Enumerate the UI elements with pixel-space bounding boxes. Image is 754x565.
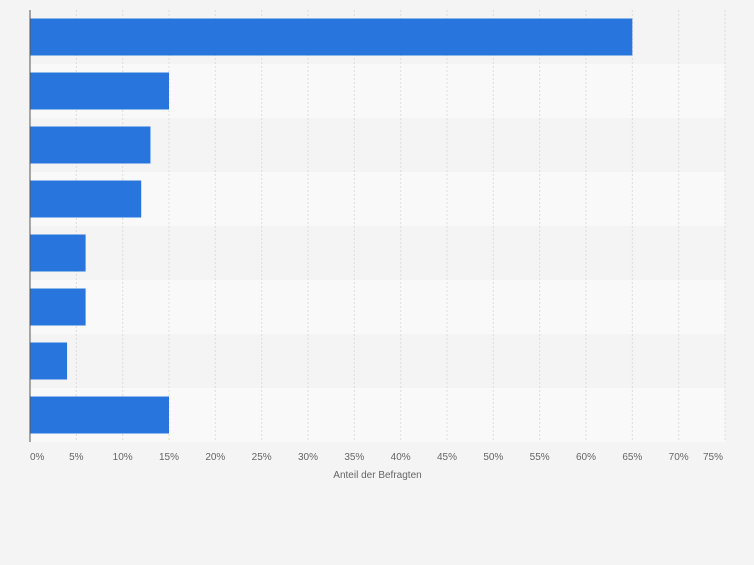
x-tick-label: 45%: [437, 452, 457, 463]
x-tick-label: 55%: [530, 452, 550, 463]
x-tick-label: 35%: [344, 452, 364, 463]
bar[interactable]: [30, 18, 633, 56]
row-band: [30, 280, 725, 334]
bar[interactable]: [30, 180, 142, 218]
x-axis-ticks: 0% 5% 10% 15% 20% 25% 30% 35% 40% 45% 50% 55% 60% 65%…: [30, 452, 723, 463]
x-tick-label: 25%: [252, 452, 272, 463]
x-tick-label: 15%: [159, 452, 179, 463]
bar[interactable]: [30, 288, 86, 326]
x-tick-label: 70%: [669, 452, 689, 463]
bar[interactable]: [30, 72, 169, 110]
x-tick-label: 10%: [113, 452, 133, 463]
bar[interactable]: [30, 396, 169, 434]
x-tick-label: 75%: [703, 452, 723, 463]
x-tick-label: 40%: [391, 452, 411, 463]
bar[interactable]: [30, 342, 68, 380]
x-tick-label: 20%: [205, 452, 225, 463]
bar[interactable]: [30, 234, 86, 272]
x-tick-label: 5%: [69, 452, 84, 463]
x-tick-label: 50%: [483, 452, 503, 463]
row-band: [30, 172, 725, 226]
x-tick-label: 0%: [30, 452, 45, 463]
x-tick-label: 30%: [298, 452, 318, 463]
x-axis-label: Anteil der Befragten: [333, 470, 421, 481]
x-tick-label: 65%: [622, 452, 642, 463]
row-band: [30, 226, 725, 280]
bars: [30, 18, 633, 434]
bar[interactable]: [30, 126, 151, 164]
x-tick-label: 60%: [576, 452, 596, 463]
row-band: [30, 334, 725, 388]
